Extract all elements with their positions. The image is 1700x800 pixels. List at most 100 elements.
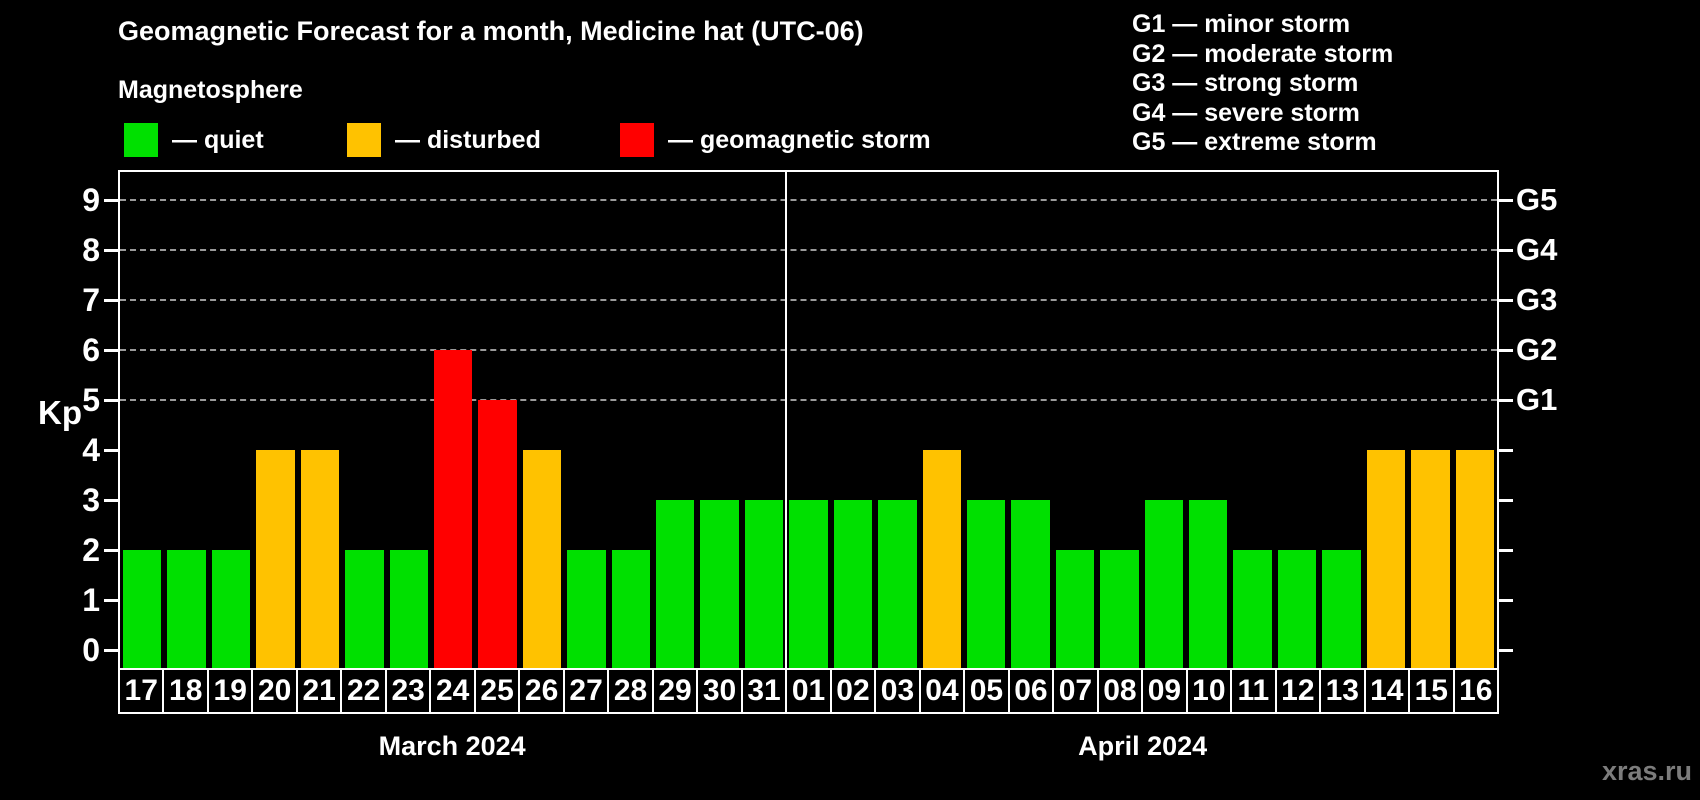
y-tick-left-8 [104,249,118,252]
gridline-kp9 [120,199,1497,201]
disturbed-color-swatch [347,123,381,157]
legend-item-storm: — geomagnetic storm [620,122,931,158]
x-axis-day-labels: 17 18 19 20 21 22 23 24 25 26 27 28 29 30 31 01 02 03 04 05… [118,668,1500,714]
kp-bar-29 [656,500,695,668]
day-cell-25: 25 [473,668,521,714]
day-cell-11: 11 [1230,668,1277,714]
kp-bar-17 [123,550,162,668]
kp-bar-19 [211,550,251,668]
gridline-kp5 [120,399,1497,401]
kp-bar-14 [1366,450,1406,668]
kp-bar-03 [878,500,917,668]
y-tick-right-4 [1499,449,1513,452]
kp-bar-10 [1189,500,1228,668]
kp-bar-30 [700,500,739,668]
kp-bar-15 [1411,450,1450,668]
y-tick-label-2: 2 [82,532,100,568]
y-tick-left-2 [104,549,118,552]
g-legend-line-3: G3 — strong storm [1132,69,1359,98]
day-cell-08: 08 [1096,668,1144,714]
day-cell-02: 02 [829,668,877,714]
kp-bar-28 [611,550,651,668]
y-tick-label-8: 8 [82,232,100,268]
y-tick-left-3 [104,499,118,502]
day-cell-17: 17 [118,668,165,714]
y-tick-right-9 [1499,199,1513,202]
kp-bar-02 [833,500,873,668]
day-cell-27: 27 [562,668,610,714]
day-cell-15: 15 [1408,668,1455,714]
g-scale-label-g5: G5 [1516,182,1558,217]
magnetosphere-legend-title: Magnetosphere [118,76,303,104]
y-tick-label-4: 4 [82,432,100,468]
y-tick-label-7: 7 [82,282,100,318]
day-cell-28: 28 [607,668,654,714]
day-cell-22: 22 [340,668,387,714]
kp-bar-04 [922,450,961,668]
kp-bar-07 [1055,550,1095,668]
day-cell-04: 04 [918,668,966,714]
kp-bar-23 [389,550,428,668]
legend-label-disturbed: — disturbed [395,125,541,154]
month-label-march: March 2024 [378,731,526,761]
storm-color-swatch [620,123,654,157]
gridline-kp7 [120,299,1497,301]
y-tick-right-8 [1499,249,1513,252]
y-tick-label-1: 1 [82,582,100,618]
legend-item-quiet: — quiet [124,122,264,158]
y-tick-right-7 [1499,299,1513,302]
day-cell-06: 06 [1007,668,1055,714]
kp-bar-21 [300,450,340,668]
quiet-color-swatch [124,123,158,157]
kp-bar-18 [167,550,206,668]
y-tick-left-7 [104,299,118,302]
y-tick-right-3 [1499,499,1513,502]
day-cell-24: 24 [429,668,476,714]
kp-bar-20 [256,450,295,668]
day-cell-13: 13 [1319,668,1366,714]
kp-bar-09 [1144,500,1184,668]
kp-bar-27 [567,550,606,668]
y-tick-left-1 [104,599,118,602]
y-tick-right-1 [1499,599,1513,602]
y-tick-label-5: 5 [82,382,100,418]
day-cell-26: 26 [518,668,565,714]
kp-bar-24 [433,350,473,668]
day-cell-14: 14 [1363,668,1411,714]
y-tick-left-5 [104,399,118,402]
y-axis-title: Kp [38,394,82,431]
kp-bar-06 [1011,500,1050,668]
month-label-april: April 2024 [1078,731,1208,761]
day-cell-05: 05 [963,668,1010,714]
watermark: xras.ru [1601,756,1692,786]
day-cell-18: 18 [162,668,209,714]
day-cell-03: 03 [874,668,921,714]
day-cell-09: 09 [1141,668,1188,714]
y-tick-left-9 [104,199,118,202]
kp-bar-26 [522,450,562,668]
y-tick-right-5 [1499,399,1513,402]
gridline-kp8 [120,249,1497,251]
y-tick-label-0: 0 [82,632,100,668]
y-tick-label-3: 3 [82,482,100,518]
gridline-kp6 [120,349,1497,351]
plot-area [118,170,1499,670]
y-tick-left-6 [104,349,118,352]
day-cell-20: 20 [251,668,298,714]
day-cell-19: 19 [206,668,254,714]
day-cell-16: 16 [1452,668,1500,714]
day-cell-10: 10 [1185,668,1233,714]
g-scale-label-g4: G4 [1516,232,1558,267]
g-legend-line-2: G2 — moderate storm [1132,39,1394,68]
day-cell-12: 12 [1274,668,1322,714]
g-legend-line-1: G1 — minor storm [1132,10,1351,38]
legend-item-disturbed: — disturbed [347,122,541,158]
g-scale-legend: G1 — minor storm G2 — moderate storm G3 — … [1132,10,1393,158]
kp-bar-13 [1322,550,1361,668]
day-cell-23: 23 [384,668,432,714]
g-scale-label-g3: G3 [1516,282,1558,317]
y-tick-right-2 [1499,549,1513,552]
kp-bar-05 [966,500,1006,668]
y-tick-right-0 [1499,649,1513,652]
